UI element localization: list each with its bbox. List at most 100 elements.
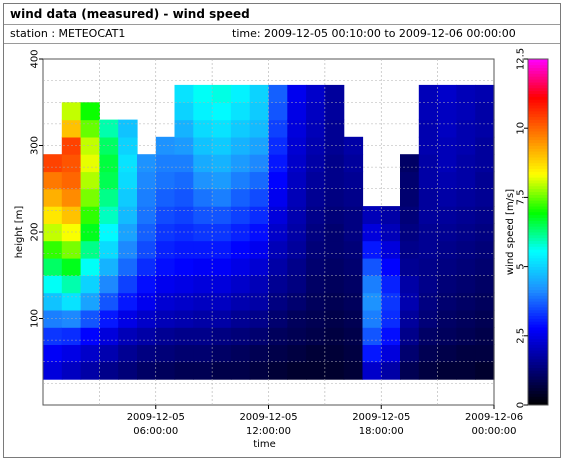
colorbar-band bbox=[528, 131, 548, 135]
heatmap-cell bbox=[155, 240, 176, 259]
heatmap-cell bbox=[230, 119, 251, 138]
colorbar-band bbox=[528, 324, 548, 328]
x-tick-label-time: 00:00:00 bbox=[472, 426, 517, 437]
colorbar-band bbox=[528, 315, 548, 319]
heatmap-cell bbox=[475, 171, 495, 190]
heatmap-cell bbox=[80, 171, 100, 190]
colorbar-band bbox=[528, 122, 548, 126]
colorbar-band bbox=[528, 237, 548, 242]
colorbar-band bbox=[528, 223, 548, 227]
heatmap-cell bbox=[80, 206, 100, 224]
heatmap-cell bbox=[249, 275, 270, 294]
colorbar-border bbox=[527, 58, 549, 406]
colorbar-band bbox=[528, 229, 548, 233]
heatmap-cell bbox=[456, 102, 476, 121]
heatmap-cell bbox=[174, 327, 194, 345]
heatmap-cell bbox=[268, 275, 288, 294]
colorbar-band bbox=[528, 87, 548, 92]
colorbar-band bbox=[528, 350, 548, 354]
heatmap-cell bbox=[306, 344, 326, 363]
colorbar-band bbox=[528, 309, 548, 314]
heatmap-cell bbox=[381, 206, 401, 224]
x-tick-label-date: 2009-12-05 bbox=[352, 412, 410, 423]
heatmap-cell bbox=[418, 188, 439, 207]
heatmap-cell bbox=[456, 154, 476, 173]
heatmap-cell bbox=[193, 327, 213, 345]
heatmap-cell bbox=[61, 327, 82, 345]
colorbar-band bbox=[528, 370, 548, 374]
heatmap-cell bbox=[61, 171, 82, 190]
heatmap-cell bbox=[80, 258, 100, 276]
heatmap-cell bbox=[61, 361, 82, 380]
heatmap-cell bbox=[400, 309, 420, 328]
heatmap-cell bbox=[99, 344, 119, 363]
heatmap-cell bbox=[306, 309, 326, 328]
time-range-label: time: 2009-12-05 00:10:00 to 2009-12-06 … bbox=[232, 27, 516, 40]
heatmap-cell bbox=[193, 275, 213, 294]
heatmap-cell bbox=[437, 206, 457, 224]
heatmap-cell bbox=[174, 84, 194, 103]
heatmap-cell bbox=[324, 154, 345, 173]
colorbar-band bbox=[528, 200, 548, 204]
heatmap-cell bbox=[61, 188, 82, 207]
heatmap-cell bbox=[306, 102, 326, 121]
colorbar-band bbox=[528, 203, 548, 207]
heatmap-cell bbox=[343, 361, 364, 380]
heatmap-cell bbox=[230, 258, 251, 276]
colorbar-band bbox=[528, 367, 548, 371]
colorbar-band bbox=[528, 226, 548, 230]
heatmap-cell bbox=[381, 258, 401, 276]
colorbar-band bbox=[528, 281, 548, 285]
heatmap-cell bbox=[230, 240, 251, 259]
heatmap-cell bbox=[287, 327, 307, 345]
heatmap-cell bbox=[362, 292, 382, 311]
heatmap-cell bbox=[343, 188, 364, 207]
heatmap-cell bbox=[324, 223, 345, 242]
heatmap-cell bbox=[137, 361, 157, 380]
heatmap-cell bbox=[306, 292, 326, 311]
x-axis-ticks: 2009-12-05 06:00:00 2009-12-05 12:00:00 2009… bbox=[127, 405, 523, 437]
heatmap-cell bbox=[155, 258, 176, 276]
heatmap-cell bbox=[137, 309, 157, 328]
heatmap-cell bbox=[155, 275, 176, 294]
heatmap-cell bbox=[287, 84, 307, 103]
colorbar-band bbox=[528, 266, 548, 270]
y-tick-label: 300 bbox=[30, 136, 41, 155]
heatmap-cell bbox=[249, 309, 270, 328]
heatmap-cell bbox=[212, 206, 232, 224]
heatmap-cell bbox=[268, 119, 288, 138]
heatmap-cell bbox=[456, 171, 476, 190]
heatmap-cell bbox=[212, 102, 232, 121]
heatmap-cell bbox=[324, 171, 345, 190]
heatmap-cell bbox=[268, 292, 288, 311]
colorbar-band bbox=[528, 59, 548, 63]
heatmap-cell bbox=[437, 84, 457, 103]
heatmap-cell bbox=[61, 258, 82, 276]
heatmap-cell bbox=[400, 188, 420, 207]
heatmap-cell bbox=[193, 154, 213, 173]
heatmap-cell bbox=[324, 258, 345, 276]
heatmap-cell bbox=[155, 292, 176, 311]
colorbar-band bbox=[528, 61, 548, 66]
heatmap-cell bbox=[456, 188, 476, 207]
heatmap-cell bbox=[418, 119, 439, 138]
colorbar-band bbox=[528, 128, 548, 132]
colorbar-band bbox=[528, 214, 548, 218]
heatmap-cell bbox=[306, 84, 326, 103]
heatmap-cell bbox=[80, 102, 100, 121]
heatmap-cell bbox=[43, 275, 63, 294]
heatmap-cell bbox=[400, 258, 420, 276]
heatmap-cell bbox=[249, 240, 270, 259]
heatmap-cell bbox=[137, 154, 157, 173]
y-tick-label: 200 bbox=[30, 222, 41, 241]
heatmap-cell bbox=[43, 361, 63, 380]
heatmap-cell bbox=[418, 258, 439, 276]
heatmap-cell bbox=[362, 258, 382, 276]
heatmap-cell bbox=[193, 309, 213, 328]
heatmap-cell bbox=[475, 102, 495, 121]
y-tick-label: 100 bbox=[30, 309, 41, 328]
heatmap-cell bbox=[268, 188, 288, 207]
colorbar-band bbox=[528, 399, 548, 403]
heatmap-cell bbox=[437, 309, 457, 328]
